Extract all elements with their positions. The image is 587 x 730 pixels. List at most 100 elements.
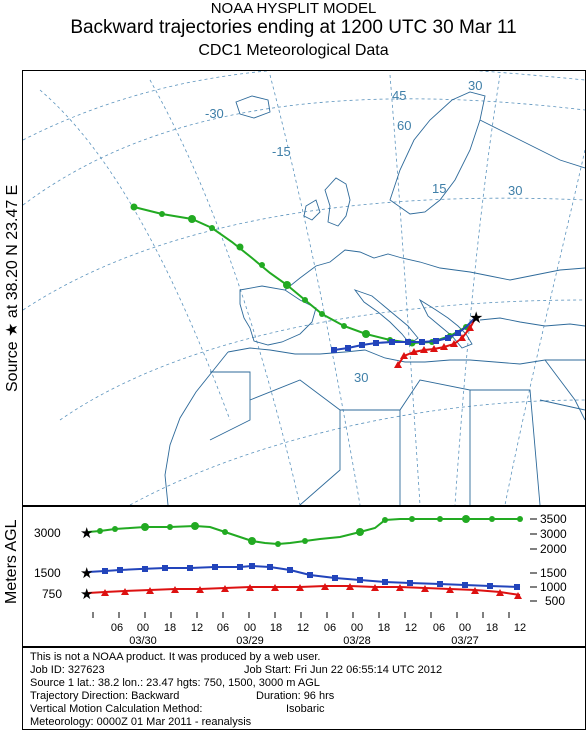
hour-tick: 06 [433, 622, 445, 634]
coastlines [164, 91, 585, 505]
grid-label: 30 [354, 370, 368, 385]
hour-tick: 00 [244, 622, 256, 634]
grid-label: 30 [508, 183, 522, 198]
trajectory-750-path [397, 316, 477, 366]
info-vertical-method: Vertical Motion Calculation Method: [30, 703, 203, 715]
info-job-id: Job ID: 327623 [30, 664, 105, 676]
info-disclaimer: This is not a NOAA product. It was produ… [30, 651, 321, 663]
meridian-line [269, 74, 361, 505]
hour-tick: 00 [351, 622, 363, 634]
grid-label: 45 [392, 88, 406, 103]
meridian-line [454, 74, 501, 505]
meridian-line [389, 74, 421, 505]
profile-star-icon: ★ [80, 564, 93, 582]
info-vertical-method-value: Isobaric [286, 703, 325, 715]
date-tick: 03/29 [236, 635, 264, 647]
hour-tick: 06 [217, 622, 229, 634]
coast-britain [324, 177, 351, 227]
trajectory-3000-markers [130, 203, 469, 347]
grid-label: -15 [272, 144, 291, 159]
hour-tick: 00 [459, 622, 471, 634]
profile-750-markers [101, 583, 522, 599]
trajectory-1500-markers [331, 330, 461, 353]
profile-1500-line [87, 564, 521, 588]
source-star-icon: ★ [469, 308, 483, 327]
title-meteorology: CDC1 Meteorological Data [198, 42, 389, 59]
parallel-line [129, 399, 585, 505]
hour-tick: 18 [270, 622, 282, 634]
grid-label: -30 [205, 106, 224, 121]
coast-ireland [303, 199, 321, 221]
coast-north-africa [227, 347, 585, 365]
hour-tick-labels: 06 00 18 12 06 00 18 12 06 00 18 12 06 0… [111, 622, 526, 634]
hour-tick: 00 [137, 622, 149, 634]
hour-tick: 12 [191, 622, 203, 634]
profile-1500-markers [102, 563, 520, 590]
title-trajectories: Backward trajectories ending at 1200 UTC… [70, 17, 517, 38]
right-tick-label: 1500 [540, 566, 567, 580]
border-africa [539, 399, 585, 411]
map-grid [23, 71, 585, 505]
parallel-line [23, 98, 585, 206]
right-tick-label: 500 [545, 594, 565, 608]
profile-star-icon: ★ [80, 524, 93, 542]
coast-scandinavia [389, 91, 486, 215]
grid-label: 30 [468, 78, 482, 93]
map-trajectories: ★ [130, 203, 483, 368]
coast-middle-east [544, 359, 585, 421]
trajectory-3000-path [133, 206, 477, 345]
border-africa [209, 371, 251, 441]
info-direction: Trajectory Direction: Backward [30, 690, 180, 702]
info-meteorology: Meteorology: 0000Z 01 Mar 2011 - reanaly… [30, 716, 252, 728]
info-duration: Duration: 96 hrs [256, 690, 335, 702]
vertical-profile-frame [22, 506, 586, 647]
border-africa [340, 379, 471, 505]
coast-west-africa [164, 351, 229, 505]
date-tick: 03/30 [129, 635, 157, 647]
parallel-line [23, 197, 585, 311]
date-tick-labels: 03/30 03/29 03/28 03/27 [129, 635, 479, 647]
hour-tick: 12 [405, 622, 417, 634]
info-source: Source 1 lat.: 38.2 lon.: 23.47 hgts: 75… [30, 677, 320, 689]
vertical-profile: 3000 1500 750 3500 3000 2000 1500 1000 5… [34, 512, 567, 647]
grid-label: 60 [397, 118, 411, 133]
profile-star-icon: ★ [80, 585, 93, 603]
hour-tick: 06 [324, 622, 336, 634]
date-tick: 03/27 [451, 635, 479, 647]
title-model: NOAA HYSPLIT MODEL [210, 0, 377, 17]
grid-labels: -30 -15 30 45 30 60 30 15 [205, 78, 522, 385]
parallel-line [59, 299, 585, 421]
coast-iceland [235, 95, 271, 119]
time-axis-ticks [92, 612, 510, 618]
border-africa [470, 389, 541, 505]
trajectory-750-markers [394, 324, 474, 368]
hour-tick: 18 [378, 622, 390, 634]
right-tick-label: 3500 [540, 512, 567, 526]
coast-balkans [418, 298, 473, 349]
right-tick-label: 2000 [540, 542, 567, 556]
meridian-line [504, 149, 585, 505]
left-tick-label: 750 [42, 587, 62, 601]
hour-tick: 12 [514, 622, 526, 634]
hour-tick: 18 [164, 622, 176, 634]
profile-3000-markers [97, 515, 523, 547]
coast-baltic [479, 119, 585, 169]
right-tick-label: 3000 [540, 527, 567, 541]
coast-iberia [239, 285, 317, 346]
right-tick-label: 1000 [540, 580, 567, 594]
coast-central-europe [284, 249, 585, 291]
hour-tick: 06 [111, 622, 123, 634]
hour-tick: 18 [486, 622, 498, 634]
meridian-line [39, 89, 231, 421]
parallel-line [23, 71, 585, 141]
left-tick-label: 1500 [34, 566, 61, 580]
grid-label: 15 [432, 181, 446, 196]
info-job-start: Job Start: Fri Jun 22 06:55:14 UTC 2012 [244, 664, 443, 676]
map-frame [22, 70, 586, 506]
coast-turkey [479, 317, 585, 327]
border-africa [249, 379, 341, 505]
date-tick: 03/28 [343, 635, 371, 647]
left-tick-label: 3000 [34, 526, 61, 540]
meridian-line [149, 79, 301, 505]
